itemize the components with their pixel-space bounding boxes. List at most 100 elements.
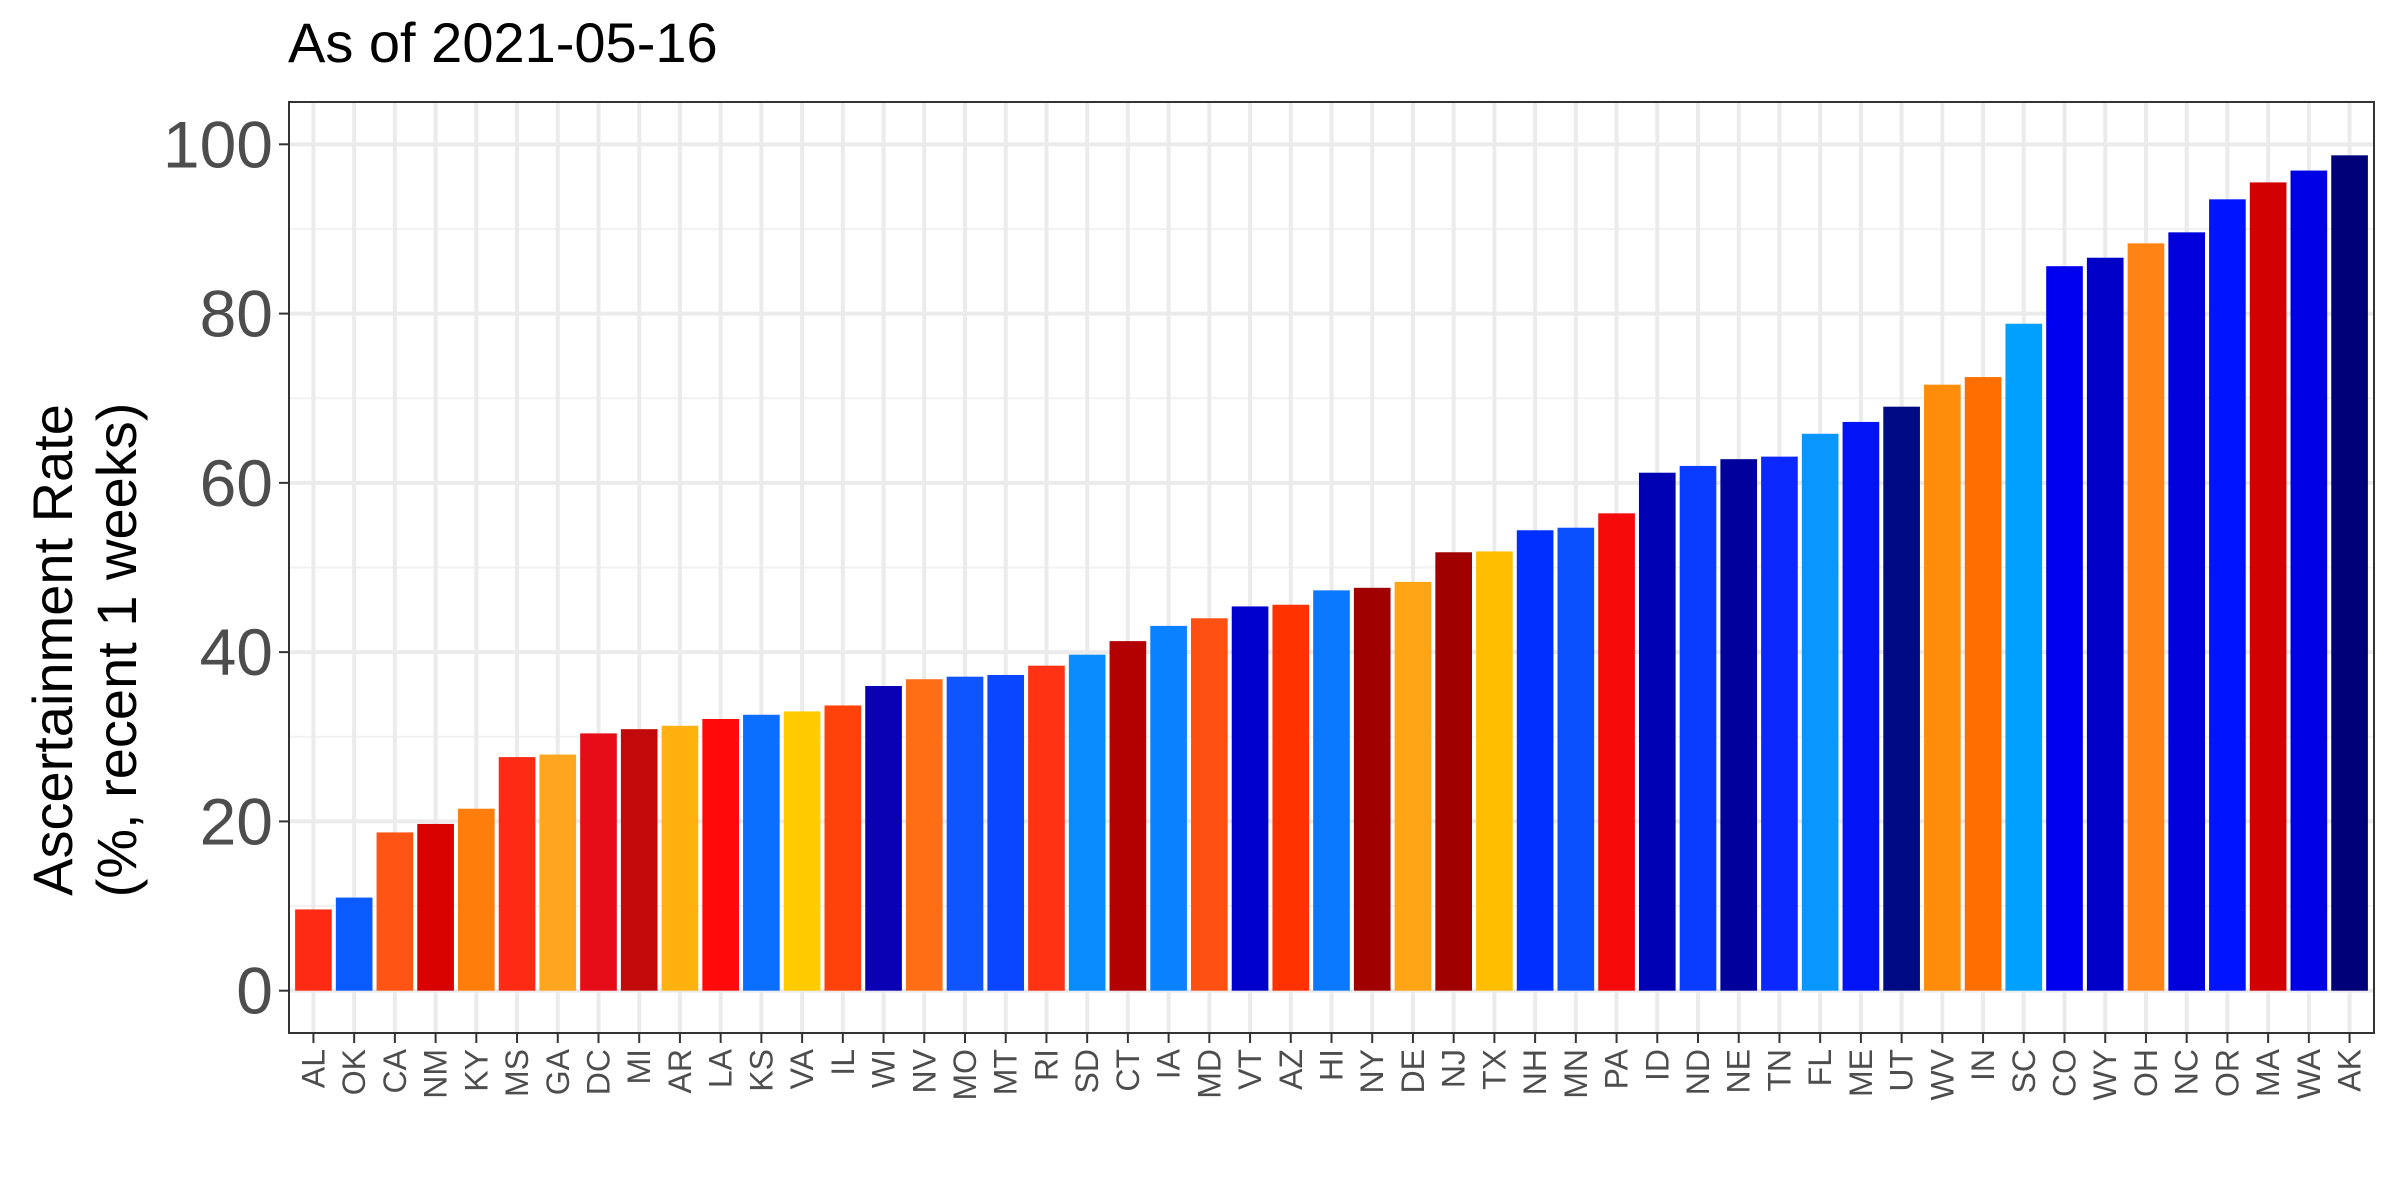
x-tick-label: DE <box>1395 1049 1431 1093</box>
x-tick-label: MN <box>1558 1049 1594 1099</box>
bar-fl <box>1801 433 1839 991</box>
x-tick-label: MS <box>499 1049 535 1097</box>
bar-nh <box>1516 530 1554 991</box>
bar-tn <box>1761 456 1798 991</box>
bar-ky <box>457 808 495 991</box>
y-tick-label: 80 <box>200 277 273 351</box>
x-tick-label: WI <box>866 1049 902 1088</box>
y-tick-label: 0 <box>236 954 273 1028</box>
x-tick-label: GA <box>540 1048 576 1095</box>
chart-title: As of 2021-05-16 <box>288 11 718 74</box>
bar-pa <box>1598 513 1635 991</box>
bar-wa <box>2290 170 2328 991</box>
bar-vt <box>1231 606 1269 991</box>
x-tick-label: IA <box>1151 1048 1187 1079</box>
bar-ut <box>1883 406 1920 991</box>
y-tick-label: 100 <box>163 107 273 181</box>
bar-oh <box>2127 243 2165 991</box>
bar-il <box>824 705 862 991</box>
bar-dc <box>580 733 617 991</box>
x-tick-label: VA <box>784 1048 820 1089</box>
x-tick-label: MO <box>947 1049 983 1101</box>
x-tick-label: AL <box>295 1049 331 1088</box>
y-axis-ticks: 0 20 40 60 80 100 <box>163 107 289 1028</box>
bar-ny <box>1353 587 1391 991</box>
bar-ct <box>1109 641 1147 991</box>
x-tick-label: WA <box>2291 1048 2327 1099</box>
y-tick-label: 40 <box>200 615 273 689</box>
y-tick-label: 20 <box>200 784 273 858</box>
x-tick-label: OH <box>2128 1049 2164 1097</box>
bar-wi <box>865 685 902 991</box>
bar-mi <box>620 729 658 991</box>
bar-nv <box>905 679 943 991</box>
bar-ne <box>1720 459 1758 991</box>
y-axis-label-line-2: (%, recent 1 weeks) <box>85 403 148 898</box>
bar-nm <box>417 823 454 991</box>
x-tick-label: RI <box>1028 1049 1064 1081</box>
x-tick-label: NY <box>1354 1049 1390 1093</box>
y-tick-label: 60 <box>200 446 273 520</box>
x-tick-label: NM <box>418 1049 454 1099</box>
x-tick-label: ID <box>1639 1049 1675 1081</box>
bar-sd <box>1068 654 1106 991</box>
bar-sc <box>2005 323 2043 991</box>
x-tick-label: NE <box>1721 1049 1757 1093</box>
x-tick-label: LA <box>703 1048 739 1088</box>
x-tick-label: NJ <box>1436 1049 1472 1088</box>
bar-wv <box>1924 384 1961 991</box>
bar-de <box>1394 581 1432 991</box>
x-tick-label: TX <box>1476 1049 1512 1090</box>
x-tick-label: CO <box>2047 1049 2083 1097</box>
x-tick-label: MT <box>988 1049 1024 1095</box>
bar-ga <box>539 754 577 991</box>
bar-nc <box>2168 232 2206 991</box>
x-tick-label: DC <box>580 1049 616 1095</box>
bar-me <box>1842 421 1880 991</box>
bar-ok <box>335 897 373 991</box>
x-tick-label: AK <box>2332 1049 2368 1092</box>
y-axis-label-line-1: Ascertainment Rate <box>21 404 84 896</box>
bar-nd <box>1679 465 1717 991</box>
x-tick-label: NH <box>1517 1049 1553 1095</box>
x-tick-label: PA <box>1599 1048 1635 1089</box>
bar-mn <box>1557 527 1595 991</box>
x-tick-label: VT <box>1232 1049 1268 1090</box>
bar-co <box>2046 266 2083 991</box>
bar-md <box>1191 618 1228 991</box>
x-tick-label: ND <box>1680 1049 1716 1095</box>
bar-ia <box>1150 625 1187 991</box>
x-tick-label: KY <box>458 1049 494 1092</box>
bar-az <box>1272 604 1310 991</box>
bar-la <box>702 718 739 991</box>
bar-ar <box>661 725 699 991</box>
x-tick-label: WY <box>2087 1049 2123 1101</box>
x-tick-label: UT <box>1884 1049 1920 1092</box>
x-tick-label: MI <box>621 1049 657 1085</box>
bar-mt <box>987 674 1025 991</box>
bar-mo <box>946 676 984 991</box>
bar-hi <box>1313 590 1350 991</box>
x-tick-label: MD <box>1191 1049 1227 1099</box>
y-axis-label: Ascertainment Rate (%, recent 1 weeks) <box>21 403 148 898</box>
bar-al <box>295 909 332 991</box>
x-tick-label: OR <box>2209 1049 2245 1097</box>
x-tick-label: HI <box>1314 1049 1350 1081</box>
x-tick-label: CT <box>1110 1049 1146 1092</box>
bar-ak <box>2331 155 2368 991</box>
bar-ks <box>743 714 780 991</box>
x-tick-label: ME <box>1843 1049 1879 1097</box>
x-tick-label: OK <box>336 1049 372 1095</box>
x-tick-label: AR <box>662 1049 698 1093</box>
x-tick-label: IL <box>825 1049 861 1076</box>
bar-ri <box>1028 665 1065 991</box>
bar-in <box>1964 377 2002 991</box>
bar-wy <box>2086 257 2124 991</box>
bars <box>295 155 2368 991</box>
x-axis-ticks: AL OK CA NM KY MS GA DC MI AR LA KS VA IL WI NV MO MT RI SD… <box>295 1033 2368 1101</box>
x-tick-label: IN <box>1965 1049 2001 1081</box>
x-tick-label: FL <box>1802 1049 1838 1086</box>
bar-nj <box>1435 552 1472 991</box>
x-tick-label: AZ <box>1273 1049 1309 1090</box>
